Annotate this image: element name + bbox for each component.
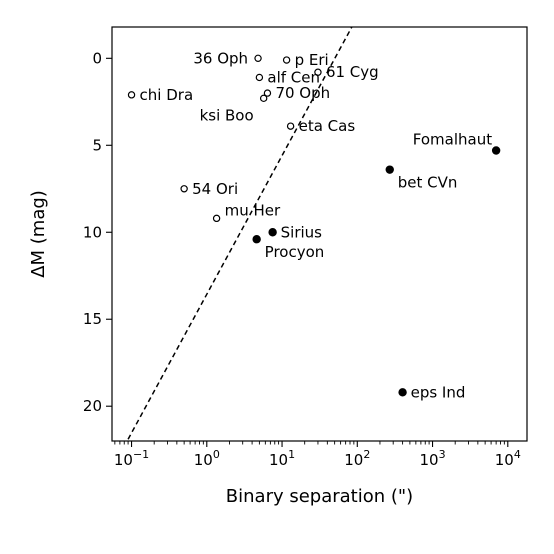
x-tick-label: 100 xyxy=(194,448,220,469)
filled-point xyxy=(491,146,501,155)
y-tick-label: 0 xyxy=(92,49,102,67)
point-label: bet CVn xyxy=(398,174,458,192)
x-tick-label: 10−1 xyxy=(114,448,149,469)
point-label: eta Cas xyxy=(299,117,356,135)
open-point xyxy=(180,185,188,193)
x-tick-label: 104 xyxy=(495,448,521,469)
y-tick-label: 10 xyxy=(83,223,102,241)
point-label: Procyon xyxy=(265,243,325,261)
point-label: chi Dra xyxy=(140,86,194,104)
x-tick-label: 102 xyxy=(344,448,370,469)
open-point xyxy=(282,56,291,64)
open-point xyxy=(286,122,295,130)
y-tick-label: 20 xyxy=(83,397,102,415)
point-label: p Eri xyxy=(295,51,329,69)
x-tick-label: 101 xyxy=(269,448,295,469)
x-axis-label: Binary separation (") xyxy=(226,486,413,507)
filled-point xyxy=(398,388,407,397)
open-point xyxy=(255,73,264,82)
trend-line xyxy=(127,27,353,440)
point-label: 36 Oph xyxy=(193,49,248,67)
point-label: Sirius xyxy=(281,223,323,241)
filled-point xyxy=(385,165,394,174)
y-tick-label: 15 xyxy=(83,310,102,328)
open-point xyxy=(254,54,262,63)
data-points-layer xyxy=(127,54,501,397)
open-point xyxy=(263,89,272,97)
filled-point xyxy=(252,235,261,244)
open-point xyxy=(259,94,268,103)
point-labels-layer: p Eri 36 Oph alf Cen 61 Cyg chi Dra 70 Oph ksi… xyxy=(140,49,493,401)
y-axis-ticks: 0 5 10 15 20 xyxy=(83,49,112,415)
point-label: 61 Cyg xyxy=(326,63,379,81)
y-axis-label: ΔM (mag) xyxy=(28,190,49,278)
open-point xyxy=(212,214,221,223)
point-label: 54 Ori xyxy=(192,180,238,198)
trend-line-layer xyxy=(127,27,353,440)
open-point xyxy=(314,68,322,76)
point-label: Fomalhaut xyxy=(413,131,492,149)
point-label: alf Cen xyxy=(267,68,320,86)
point-label: mu Her xyxy=(225,201,281,219)
point-label: ksi Boo xyxy=(200,106,254,124)
filled-point xyxy=(268,228,277,237)
plot-frame xyxy=(111,26,528,442)
x-axis-ticks: 10−1 100 101 102 103 104 xyxy=(114,441,521,469)
point-label: 70 Oph xyxy=(275,84,330,102)
open-point xyxy=(127,91,136,99)
point-label: eps Ind xyxy=(411,383,466,401)
x-tick-label: 103 xyxy=(419,448,445,469)
y-tick-label: 5 xyxy=(92,136,102,154)
